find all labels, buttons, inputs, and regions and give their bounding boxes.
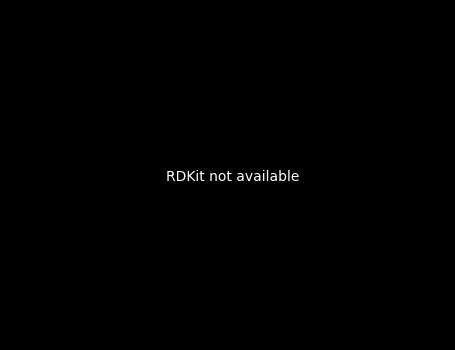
Text: RDKit not available: RDKit not available — [166, 170, 299, 184]
